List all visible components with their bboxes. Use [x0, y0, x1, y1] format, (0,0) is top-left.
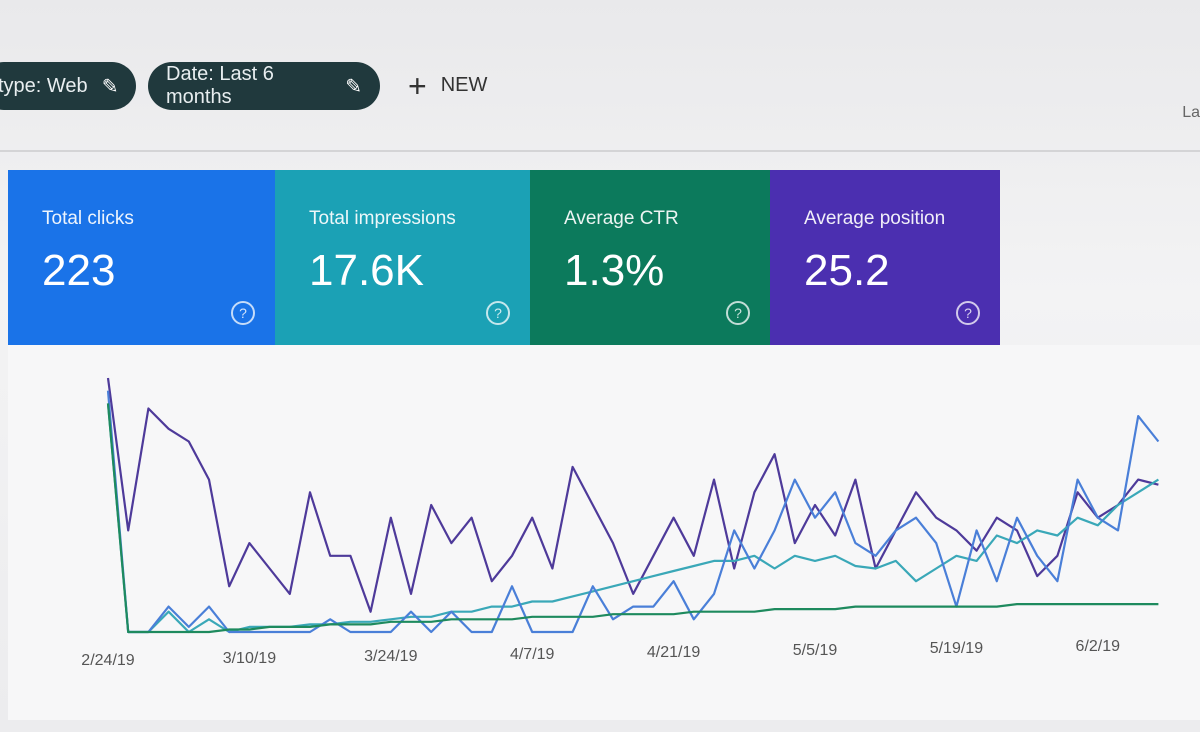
card-label: Total clicks	[42, 208, 134, 229]
chip-label: Date: Last 6 months	[166, 63, 274, 108]
filter-toolbar: type: Web ✎ Date: Last 6 months ✎ + NEW …	[0, 0, 1200, 152]
card-value: 25.2	[804, 246, 890, 295]
x-tick-label: 6/2/19	[1076, 638, 1121, 655]
card-value: 223	[42, 246, 116, 295]
performance-chart: 2/24/19 3/10/19 3/24/19 4/7/19 4/21/19 5/5/19…	[8, 345, 1200, 720]
chip-label: type: Web	[0, 74, 88, 97]
metric-cards: Total clicks 223 ? Total impressions 17.…	[8, 170, 1000, 345]
date-filter-chip[interactable]: Date: Last 6 months ✎	[148, 62, 380, 110]
card-label: Average position	[804, 208, 946, 229]
card-total-clicks[interactable]: Total clicks 223 ?	[8, 170, 275, 345]
help-icon[interactable]: ?	[486, 301, 510, 325]
series-line-total-clicks	[106, 390, 1160, 634]
new-label: NEW	[440, 74, 488, 96]
help-icon[interactable]: ?	[956, 301, 980, 325]
card-label: Average CTR	[564, 208, 679, 229]
series-line-average-ctr	[106, 403, 1159, 634]
card-average-position[interactable]: Average position 25.2 ?	[770, 170, 1000, 345]
card-label: Total impressions	[309, 208, 456, 229]
x-tick-label: 2/24/19	[81, 652, 134, 669]
series-line-total-impressions	[106, 403, 1159, 634]
card-value: 1.3%	[564, 246, 665, 295]
new-filter-button[interactable]: + NEW	[408, 67, 488, 104]
x-tick-label: 5/19/19	[930, 640, 983, 657]
help-icon[interactable]: ?	[726, 301, 750, 325]
card-average-ctr[interactable]: Average CTR 1.3% ?	[530, 170, 770, 345]
pencil-icon[interactable]: ✎	[345, 75, 362, 98]
help-icon[interactable]: ?	[231, 301, 255, 325]
line-chart-svg: 2/24/19 3/10/19 3/24/19 4/7/19 4/21/19 5/5/19…	[81, 377, 1160, 669]
search-type-filter-chip[interactable]: type: Web ✎	[0, 62, 137, 110]
card-value: 17.6K	[309, 246, 424, 295]
series-line-average-position	[106, 377, 1159, 613]
x-tick-label: 4/7/19	[510, 646, 555, 663]
x-tick-label: 5/5/19	[793, 642, 838, 659]
x-tick-label: 4/21/19	[647, 644, 700, 661]
card-total-impressions[interactable]: Total impressions 17.6K ?	[275, 170, 530, 345]
pencil-icon[interactable]: ✎	[101, 75, 119, 98]
x-tick-label: 3/10/19	[223, 650, 276, 667]
x-tick-label: 3/24/19	[364, 648, 417, 665]
plus-icon: +	[408, 67, 427, 104]
cutoff-text: La	[1182, 104, 1200, 121]
